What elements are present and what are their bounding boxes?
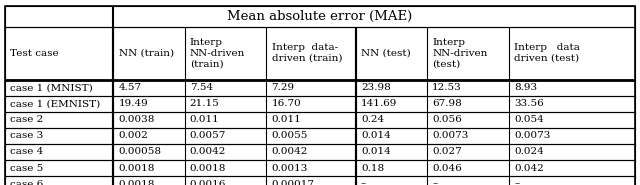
- Text: NN (test): NN (test): [361, 49, 411, 58]
- Text: 0.0018: 0.0018: [118, 164, 155, 173]
- Text: 0.0057: 0.0057: [189, 131, 226, 140]
- Text: 0.046: 0.046: [432, 164, 462, 173]
- Text: 0.0038: 0.0038: [118, 115, 155, 124]
- Text: 12.53: 12.53: [432, 83, 462, 92]
- Text: 0.0016: 0.0016: [189, 180, 226, 185]
- Text: –: –: [432, 180, 437, 185]
- Bar: [5, 128, 635, 144]
- Text: 0.0055: 0.0055: [271, 131, 308, 140]
- Text: 0.011: 0.011: [189, 115, 220, 124]
- Bar: [5, 27, 635, 80]
- Bar: [5, 80, 635, 96]
- Text: 4.57: 4.57: [118, 83, 141, 92]
- Text: 0.056: 0.056: [432, 115, 462, 124]
- Text: 7.54: 7.54: [189, 83, 213, 92]
- Text: 0.0013: 0.0013: [271, 164, 308, 173]
- Text: 0.24: 0.24: [361, 115, 384, 124]
- Text: 0.0042: 0.0042: [271, 147, 308, 157]
- Text: case 6: case 6: [10, 180, 44, 185]
- Text: 0.0073: 0.0073: [432, 131, 468, 140]
- Text: 0.014: 0.014: [361, 147, 391, 157]
- Text: 0.0018: 0.0018: [118, 180, 155, 185]
- Bar: [5, 6, 635, 27]
- Text: case 5: case 5: [10, 164, 44, 173]
- Text: Interp
NN-driven
(test): Interp NN-driven (test): [432, 38, 488, 68]
- Text: Mean absolute error (MAE): Mean absolute error (MAE): [227, 10, 413, 23]
- Text: Interp  data-
driven (train): Interp data- driven (train): [271, 43, 342, 63]
- Text: 23.98: 23.98: [361, 83, 391, 92]
- Text: 0.024: 0.024: [514, 147, 544, 157]
- Text: 8.93: 8.93: [514, 83, 537, 92]
- Text: 0.0042: 0.0042: [189, 147, 226, 157]
- Text: Interp   data
driven (test): Interp data driven (test): [514, 43, 580, 63]
- Bar: [5, 176, 635, 185]
- Text: Test case: Test case: [10, 49, 59, 58]
- Text: 67.98: 67.98: [432, 99, 462, 108]
- Text: case 4: case 4: [10, 147, 44, 157]
- Text: NN (train): NN (train): [118, 49, 173, 58]
- Text: 7.29: 7.29: [271, 83, 294, 92]
- Text: 0.0018: 0.0018: [189, 164, 226, 173]
- Bar: [5, 144, 635, 160]
- Text: case 3: case 3: [10, 131, 44, 140]
- Text: case 1 (MNIST): case 1 (MNIST): [10, 83, 93, 92]
- Text: 0.00058: 0.00058: [118, 147, 161, 157]
- Text: 19.49: 19.49: [118, 99, 148, 108]
- Text: 0.014: 0.014: [361, 131, 391, 140]
- Text: 16.70: 16.70: [271, 99, 301, 108]
- Text: 0.042: 0.042: [514, 164, 544, 173]
- Bar: [5, 96, 635, 112]
- Text: 0.011: 0.011: [271, 115, 301, 124]
- Text: 0.00017: 0.00017: [271, 180, 315, 185]
- Text: 0.18: 0.18: [361, 164, 384, 173]
- Text: 0.0073: 0.0073: [514, 131, 550, 140]
- Text: 0.002: 0.002: [118, 131, 148, 140]
- Text: Interp
NN-driven
(train): Interp NN-driven (train): [189, 38, 245, 68]
- Text: case 1 (EMNIST): case 1 (EMNIST): [10, 99, 100, 108]
- Text: –: –: [361, 180, 366, 185]
- Text: case 2: case 2: [10, 115, 44, 124]
- Text: –: –: [514, 180, 519, 185]
- Bar: [5, 160, 635, 176]
- Bar: [5, 112, 635, 128]
- Text: 0.054: 0.054: [514, 115, 544, 124]
- Text: 21.15: 21.15: [189, 99, 220, 108]
- Text: 141.69: 141.69: [361, 99, 397, 108]
- Text: 33.56: 33.56: [514, 99, 544, 108]
- Text: 0.027: 0.027: [432, 147, 462, 157]
